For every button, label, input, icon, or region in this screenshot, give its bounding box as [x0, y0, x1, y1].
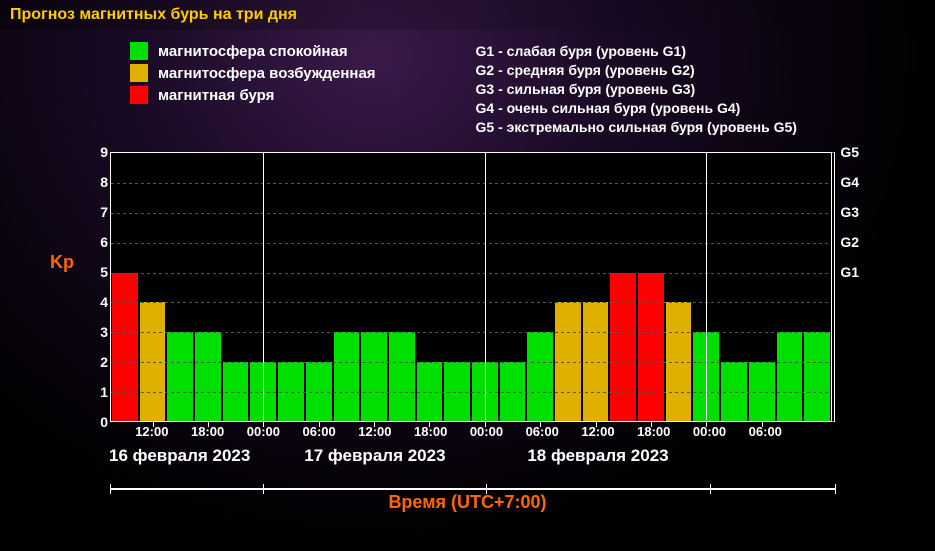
left-legend: магнитосфера спокойная магнитосфера возбу…	[130, 42, 376, 136]
date-rule-tick	[835, 484, 836, 494]
kp-bar	[804, 332, 830, 421]
x-tick-time: 18:00	[414, 424, 447, 439]
x-tick-time: 12:00	[135, 424, 168, 439]
x-tick-time: 06:00	[526, 424, 559, 439]
y-tick-left: 1	[88, 384, 108, 400]
x-tick-time: 06:00	[303, 424, 336, 439]
x-axis-title: Время (UTC+7:00)	[0, 492, 935, 513]
kp-bar	[638, 273, 664, 422]
page-title: Прогноз магнитных бурь на три дня	[0, 0, 935, 30]
date-rule-tick	[263, 484, 264, 494]
gridline-horizontal	[111, 243, 831, 244]
x-tick-time: 12:00	[358, 424, 391, 439]
y-tick-left: 5	[88, 264, 108, 280]
kp-bar	[777, 332, 803, 421]
kp-bar	[527, 332, 553, 421]
y-tick-left: 7	[88, 204, 108, 220]
kp-bar	[112, 273, 138, 422]
g-scale-item: G2 - средняя буря (уровень G2)	[476, 61, 797, 80]
y-tick-right: G2	[840, 234, 859, 250]
y-tick-left: 3	[88, 324, 108, 340]
gridline-horizontal	[111, 213, 831, 214]
y-tick-right: G4	[840, 174, 859, 190]
x-tick-time: 00:00	[693, 424, 726, 439]
y-tick-left: 8	[88, 174, 108, 190]
g-scale-item: G1 - слабая буря (уровень G1)	[476, 42, 797, 61]
legend-swatch	[130, 64, 148, 82]
gridline-horizontal	[111, 183, 831, 184]
g-scale-item: G5 - экстремально сильная буря (уровень …	[476, 118, 797, 137]
gridline-horizontal	[111, 273, 831, 274]
date-label: 16 февраля 2023	[109, 446, 250, 466]
gridline-horizontal	[111, 392, 831, 393]
gridline-horizontal	[111, 302, 831, 303]
x-tick-row: 12:00 18:00 00:00 06:00 12:00 18:00 00:00 06:00…	[110, 424, 835, 444]
x-tick-time: 00:00	[470, 424, 503, 439]
day-separator	[485, 153, 486, 421]
date-rule-tick	[110, 484, 111, 494]
gridline-horizontal	[111, 362, 831, 363]
legend-label: магнитная буря	[158, 87, 274, 104]
y-tick-left: 4	[88, 294, 108, 310]
x-tick-time: 06:00	[749, 424, 782, 439]
y-tick-right: G5	[840, 144, 859, 160]
g-scale-item: G3 - сильная буря (уровень G3)	[476, 80, 797, 99]
legend-item: магнитосфера спокойная	[130, 42, 376, 60]
right-legend: G1 - слабая буря (уровень G1)G2 - средня…	[476, 42, 797, 136]
x-tick-time: 12:00	[581, 424, 614, 439]
gridline-horizontal	[111, 332, 831, 333]
x-tick-time: 00:00	[247, 424, 280, 439]
y-axis-label-kp: Kp	[50, 252, 74, 273]
kp-bar	[610, 273, 636, 422]
y-tick-left: 6	[88, 234, 108, 250]
chart: Kp 12:0018:0000:0006:0012:0018:0000:0006…	[40, 152, 895, 462]
legend-label: магнитосфера спокойная	[158, 43, 348, 60]
date-label: 18 февраля 2023	[527, 446, 668, 466]
date-rule-tick	[486, 484, 487, 494]
x-tick-time: 18:00	[637, 424, 670, 439]
day-separator	[706, 153, 707, 421]
y-tick-left: 0	[88, 414, 108, 430]
legend-item: магнитная буря	[130, 86, 376, 104]
kp-bar	[195, 332, 221, 421]
y-tick-right: G3	[840, 204, 859, 220]
y-tick-left: 9	[88, 144, 108, 160]
title-text: Прогноз магнитных бурь на три дня	[10, 6, 297, 23]
legend-swatch	[130, 86, 148, 104]
plot-area	[110, 152, 835, 422]
date-rule-tick	[710, 484, 711, 494]
y-tick-right: G1	[840, 264, 859, 280]
kp-bar	[167, 332, 193, 421]
y-tick-left: 2	[88, 354, 108, 370]
date-rule	[110, 488, 835, 490]
g-scale-item: G4 - очень сильная буря (уровень G4)	[476, 99, 797, 118]
x-tick-time: 18:00	[191, 424, 224, 439]
legend-item: магнитосфера возбужденная	[130, 64, 376, 82]
kp-bar	[361, 332, 387, 421]
legend-row: магнитосфера спокойная магнитосфера возбу…	[0, 30, 935, 144]
day-separator	[263, 153, 264, 421]
bar-container	[111, 153, 831, 421]
legend-swatch	[130, 42, 148, 60]
kp-bar	[389, 332, 415, 421]
kp-bar	[334, 332, 360, 421]
legend-label: магнитосфера возбужденная	[158, 65, 376, 82]
date-row: 16 февраля 2023 17 февраля 2023 18 февраля…	[110, 446, 835, 470]
date-label: 17 февраля 2023	[304, 446, 445, 466]
